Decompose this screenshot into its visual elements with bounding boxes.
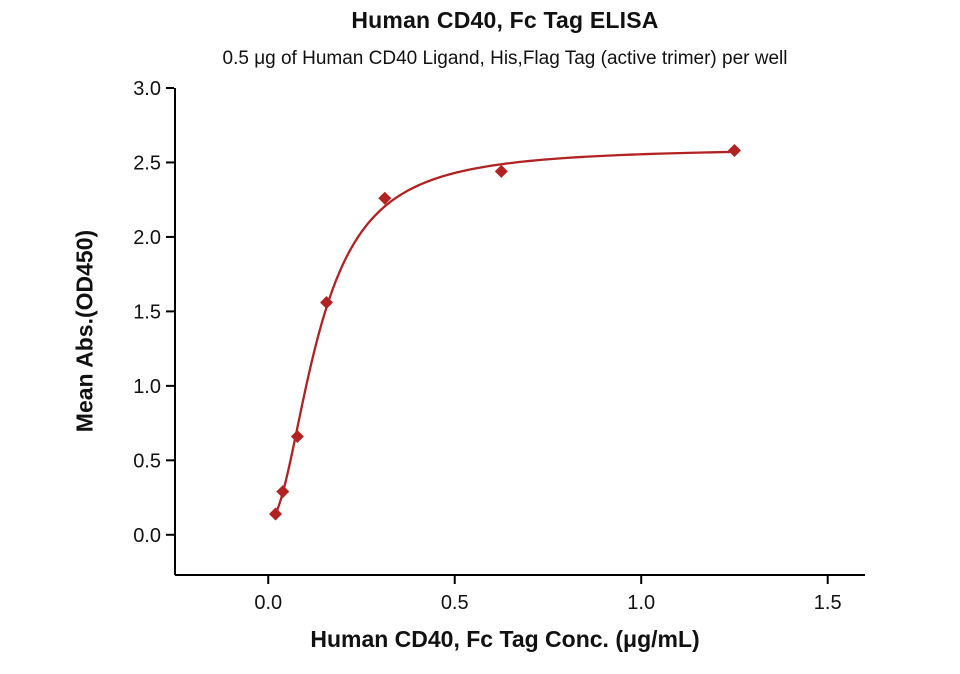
x-tick-label: 0.0 — [254, 592, 282, 614]
y-tick-label: 3.0 — [133, 78, 161, 100]
data-point-marker — [320, 295, 334, 309]
x-axis-title: Human CD40, Fc Tag Conc. (μg/mL) — [310, 626, 700, 652]
data-point-marker — [494, 164, 508, 178]
y-tick-label: 1.5 — [133, 301, 161, 323]
data-point-marker — [269, 507, 283, 521]
y-tick-label: 0.5 — [133, 450, 161, 472]
data-point-marker — [727, 144, 741, 158]
data-point-marker — [378, 191, 392, 205]
x-tick-label: 0.5 — [441, 592, 469, 614]
y-axis-title: Mean Abs.(OD450) — [71, 229, 98, 433]
x-tick-label: 1.0 — [627, 592, 655, 614]
y-tick-label: 1.0 — [133, 376, 161, 398]
y-tick-label: 0.0 — [133, 525, 161, 547]
y-tick-label: 2.0 — [133, 227, 161, 249]
data-point-marker — [276, 485, 290, 499]
fit-curve — [274, 150, 736, 515]
y-tick-label: 2.5 — [133, 152, 161, 174]
chart-title: Human CD40, Fc Tag ELISA — [351, 7, 659, 33]
chart-subtitle: 0.5 μg of Human CD40 Ligand, His,Flag Ta… — [222, 48, 788, 69]
x-tick-label: 1.5 — [814, 592, 842, 614]
data-point-marker — [290, 429, 304, 443]
